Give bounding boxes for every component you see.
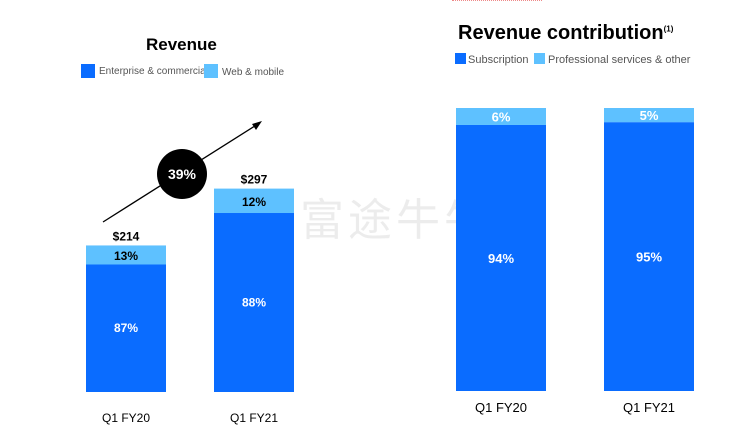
- legend-swatch-enterprise: [81, 64, 95, 78]
- legend-swatch-subscription: [455, 53, 466, 64]
- data-label-web-mobile: 13%: [114, 249, 138, 263]
- growth-label: 39%: [168, 166, 197, 182]
- chart-title-revenue: Revenue: [146, 35, 217, 54]
- data-label-enterprise: 88%: [242, 296, 266, 310]
- bar-segment-subscription: [456, 124, 546, 391]
- data-label-subscription: 95%: [636, 250, 662, 265]
- legend-label-professional: Professional services & other: [548, 54, 691, 66]
- data-label-professional: 5%: [640, 108, 659, 123]
- data-label-professional: 6%: [492, 109, 511, 124]
- title-footnote: (1): [663, 24, 674, 34]
- total-label: $214: [113, 229, 140, 243]
- data-label-web-mobile: 12%: [242, 195, 266, 209]
- total-label: $297: [241, 173, 268, 187]
- legend-label-enterprise: Enterprise & commercial: [99, 66, 208, 77]
- data-label-subscription: 94%: [488, 251, 514, 266]
- x-tick-label: Q1 FY20: [102, 411, 150, 425]
- data-label-enterprise: 87%: [114, 321, 138, 335]
- x-tick-label: Q1 FY21: [230, 411, 278, 425]
- bar-segment-enterprise: [86, 264, 166, 392]
- bar-segment-web-mobile: [214, 188, 294, 214]
- legend-label-web-mobile: Web & mobile: [222, 67, 285, 78]
- legend-label-subscription: Subscription: [468, 54, 529, 66]
- chart-title-revenue-contribution: Revenue contribution(1): [458, 22, 673, 45]
- bar-segment-enterprise: [214, 213, 294, 392]
- legend-swatch-web-mobile: [204, 64, 218, 78]
- legend-swatch-professional: [534, 53, 545, 64]
- x-tick-label: Q1 FY21: [623, 400, 675, 415]
- decorative-divider: [452, 0, 542, 1]
- bar-segment-subscription: [604, 122, 694, 392]
- bar-segment-professional: [456, 108, 546, 125]
- growth-circle: [157, 149, 207, 199]
- growth-arrow-head: [252, 121, 262, 130]
- title-text: Revenue contribution: [458, 22, 664, 44]
- x-tick-label: Q1 FY20: [475, 400, 527, 415]
- bar-segment-professional: [604, 108, 694, 123]
- bar-segment-web-mobile: [86, 245, 166, 265]
